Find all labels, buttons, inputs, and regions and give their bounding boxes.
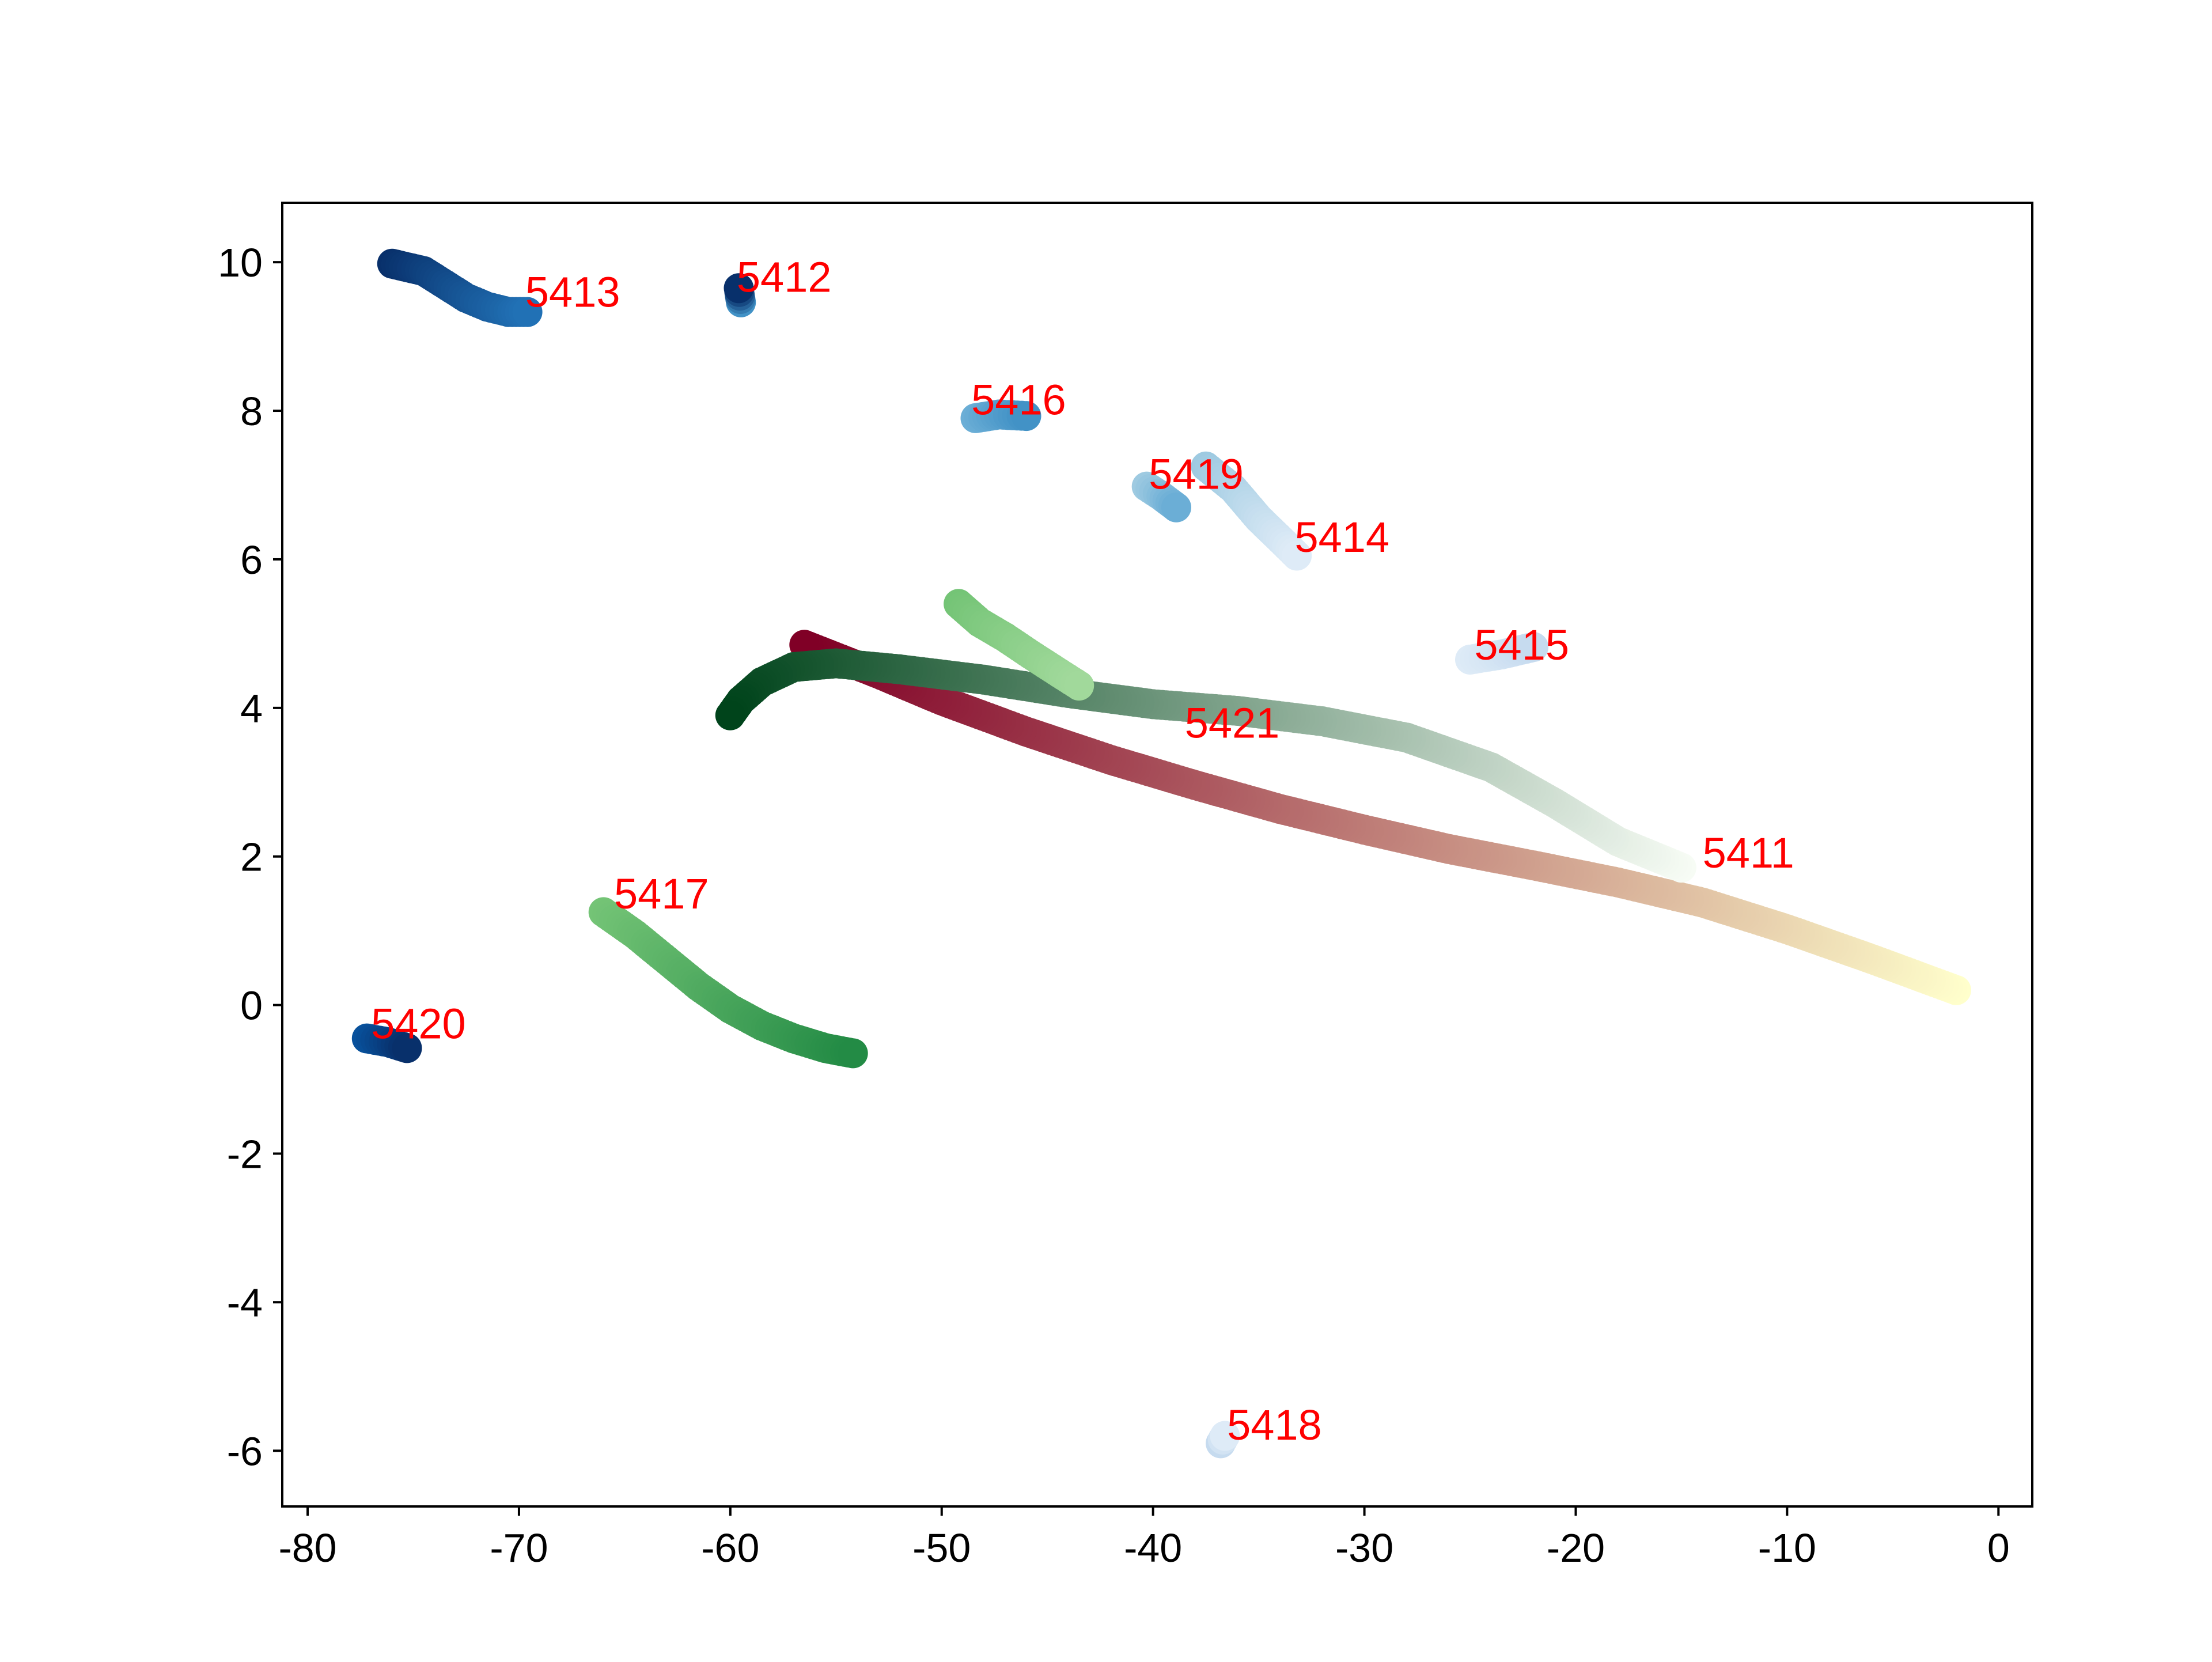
track-point <box>1518 632 1549 662</box>
x-tick-label: -40 <box>1124 1525 1182 1570</box>
track-label: 5416 <box>971 376 1066 424</box>
track-label: 5412 <box>737 253 832 301</box>
y-tick-label: 6 <box>240 537 263 582</box>
y-tick-label: -2 <box>227 1132 263 1177</box>
y-tick-label: 10 <box>218 240 263 285</box>
track-label: 5420 <box>371 1000 466 1048</box>
tracks-layer <box>351 248 1971 1459</box>
x-tick-label: -60 <box>701 1525 759 1570</box>
track-5421 <box>715 648 1696 883</box>
track-point <box>838 1038 868 1069</box>
track-5415 <box>1455 632 1549 675</box>
y-tick-label: -4 <box>227 1280 263 1325</box>
y-tick-label: 0 <box>240 983 263 1028</box>
y-tick-label: 4 <box>240 686 263 731</box>
track-label: 5415 <box>1474 621 1569 669</box>
track-label: 5414 <box>1295 513 1390 561</box>
x-tick-label: -70 <box>490 1525 548 1570</box>
track-5417 <box>588 897 868 1069</box>
track-point <box>512 297 543 327</box>
track-5418 <box>1206 1421 1240 1459</box>
track-point <box>1011 401 1041 431</box>
track-point <box>1161 492 1191 523</box>
x-tick-label: 0 <box>1987 1525 2010 1570</box>
track-label: 5411 <box>1703 829 1794 877</box>
track-point <box>724 273 754 304</box>
track-5414 <box>1191 451 1312 571</box>
y-tick-label: -6 <box>227 1429 263 1474</box>
track-5412 <box>724 273 756 317</box>
track-point <box>1064 671 1094 701</box>
track-label: 5417 <box>614 870 709 918</box>
track-unlabeled-11 <box>944 589 1094 701</box>
x-tick-label: -80 <box>278 1525 336 1570</box>
track-5413 <box>377 248 543 327</box>
track-5419 <box>1131 471 1191 523</box>
x-tick-label: -30 <box>1335 1525 1393 1570</box>
y-tick-label: 2 <box>240 835 263 880</box>
track-point <box>392 1033 422 1063</box>
track-5420 <box>351 1023 422 1063</box>
x-tick-label: -20 <box>1547 1525 1605 1570</box>
track-label: 5413 <box>525 268 620 316</box>
track-label: 5418 <box>1227 1401 1322 1449</box>
y-tick-label: 8 <box>240 389 263 434</box>
track-label: 5421 <box>1185 699 1280 747</box>
track-labels-layer: 5411 5421 5417 5413 5412 5416 5419 5414 5415 5420… <box>371 253 1794 1449</box>
x-tick-label: -50 <box>912 1525 971 1570</box>
track-5416 <box>960 399 1041 433</box>
track-point <box>1210 1421 1240 1451</box>
track-point <box>715 700 745 730</box>
track-point <box>1282 540 1312 571</box>
axes-frame <box>281 202 2033 1508</box>
track-label: 5419 <box>1149 450 1244 498</box>
x-tick-label: -10 <box>1758 1525 1816 1570</box>
